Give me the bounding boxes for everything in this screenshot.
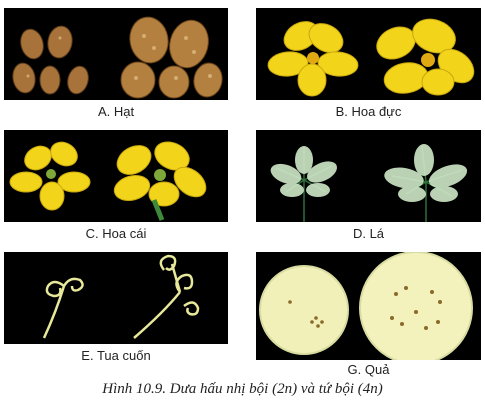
panel-d-label: D. Lá [352, 226, 385, 241]
tendrils-image [42, 254, 200, 339]
panel-g-label: G. Quả [347, 362, 390, 377]
female-flowers-image [9, 141, 207, 221]
panel-c-female-flowers [4, 130, 228, 222]
seeds-image [12, 16, 223, 99]
panel-b-label: B. Hoa đực [335, 104, 402, 119]
panel-e-label: E. Tua cuốn [81, 348, 151, 363]
panel-d-leaves [256, 130, 481, 222]
male-flowers-image [267, 18, 475, 97]
fruits-image [259, 252, 473, 360]
leaves-image [270, 144, 468, 222]
panel-a-label: A. Hạt [97, 104, 135, 119]
figure-caption: Hình 10.9. Dưa hấu nhị bội (2n) và tứ bộ… [102, 381, 383, 397]
panel-g-fruits [256, 252, 481, 360]
panel-e-tendrils [4, 252, 228, 344]
panel-c-label: C. Hoa cái [85, 226, 147, 241]
panel-a-seeds [4, 8, 228, 100]
panel-b-male-flowers [256, 8, 481, 100]
